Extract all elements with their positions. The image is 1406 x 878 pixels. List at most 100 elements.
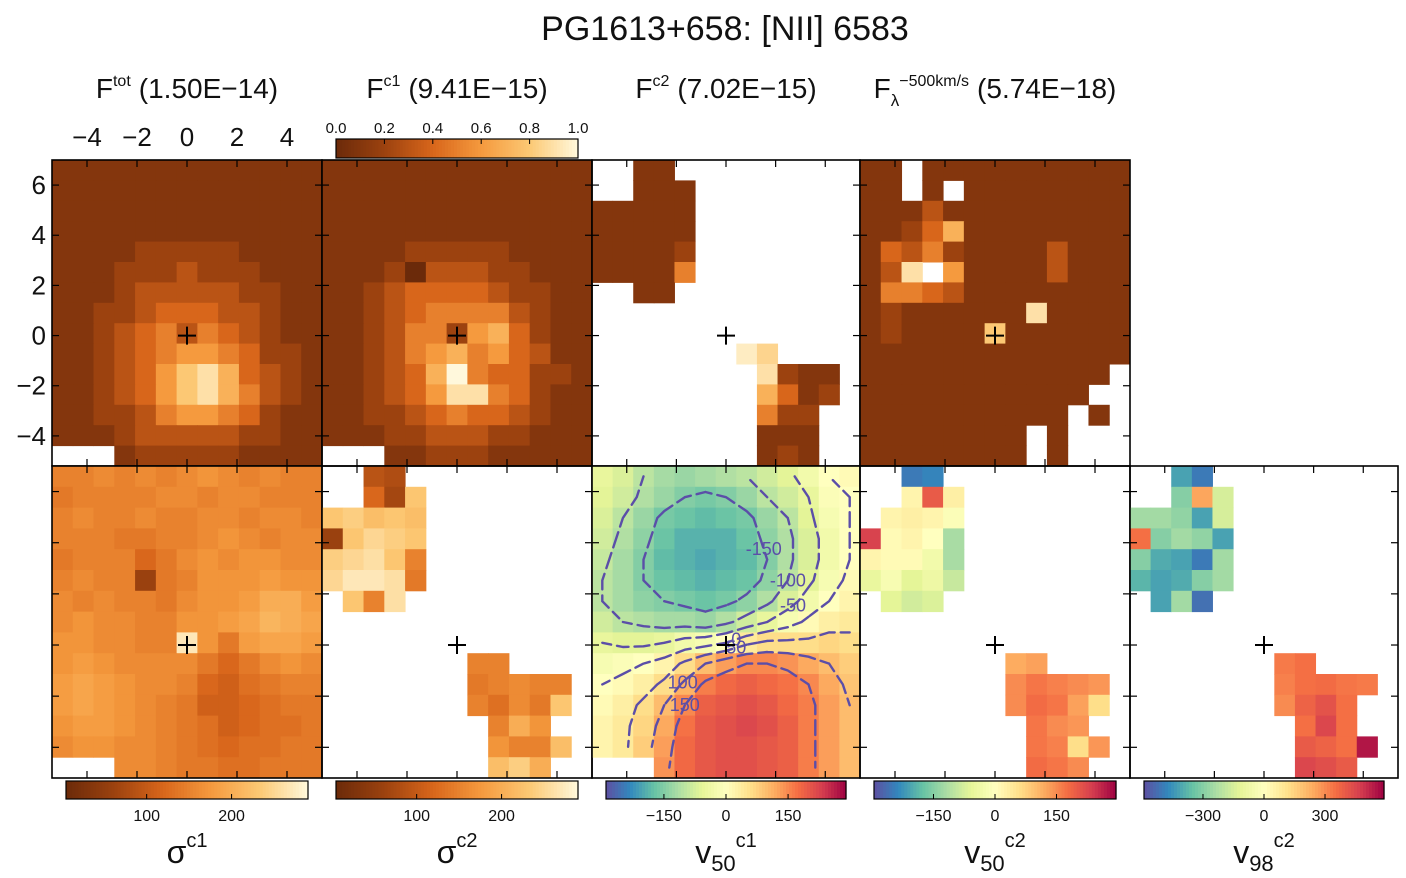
map-pixel (736, 590, 758, 613)
colorbar-slice (750, 781, 754, 799)
map-pixel (197, 570, 219, 592)
map-pixel (72, 200, 95, 222)
map-pixel (488, 757, 510, 779)
map-pixel (135, 221, 157, 243)
map-pixel (135, 404, 157, 426)
map-pixel (715, 570, 737, 592)
map-pixel (301, 736, 323, 758)
colorbar-slice (1192, 781, 1196, 799)
colorbar-slice (535, 139, 540, 158)
map-pixel (798, 736, 820, 758)
map-pixel (653, 221, 675, 243)
map-pixel (901, 570, 923, 592)
map-pixel (488, 241, 510, 263)
map-pixel (839, 757, 861, 779)
colorbar-slice (1288, 781, 1292, 799)
map-pixel (880, 549, 903, 571)
map-pixel (384, 221, 406, 243)
map-pixel (922, 282, 944, 304)
map-pixel (176, 343, 198, 365)
map-pixel (529, 445, 551, 467)
map-pixel (363, 590, 385, 613)
colorbar-slice (1327, 781, 1331, 799)
map-pixel (674, 549, 696, 571)
map-pixel (1315, 736, 1337, 758)
colorbar-slice (363, 781, 367, 799)
map-pixel (1005, 674, 1027, 696)
map-pixel (550, 736, 572, 758)
map-pixel (218, 486, 240, 509)
colorbar-slice (520, 139, 525, 158)
map-pixel (1005, 364, 1027, 385)
colorbar-slice (505, 781, 510, 799)
colorbar-slice (502, 139, 506, 158)
map-pixel (342, 549, 365, 571)
map-pixel (736, 674, 758, 696)
colorbar-tick-label: 150 (775, 808, 802, 825)
map-pixel (467, 262, 489, 283)
map-pixel (653, 466, 675, 488)
map-pixel (1088, 221, 1110, 243)
colorbar-slice (292, 781, 297, 799)
map-pixel (72, 160, 95, 181)
map-pixel (259, 302, 281, 324)
colorbar-slice (1082, 781, 1087, 799)
colorbar-slice (657, 781, 661, 799)
map-pixel (342, 302, 365, 324)
map-pixel (135, 343, 157, 365)
colorbar-slice (1222, 781, 1226, 799)
map-pixel (695, 486, 717, 509)
map-pixel (197, 364, 219, 385)
map-pixel (218, 653, 240, 675)
map-pixel (488, 364, 510, 385)
map-pixel (777, 384, 799, 406)
map-pixel (880, 160, 903, 181)
colorbar-slice (1315, 781, 1319, 799)
map-pixel (550, 343, 572, 365)
colorbar-slice (199, 781, 203, 799)
map-pixel (218, 343, 240, 365)
map-pixel (218, 757, 240, 779)
map-pixel (155, 343, 178, 365)
colorbar-slice (523, 781, 528, 799)
map-pixel (922, 445, 944, 467)
map-pixel (72, 632, 95, 654)
colorbar-slice (168, 781, 173, 799)
map-pixel (901, 323, 923, 345)
map-pixel (633, 715, 655, 737)
map-pixel (467, 323, 489, 345)
colorbar-slice (556, 139, 561, 158)
colorbar-slice (289, 781, 294, 799)
colorbar-slice (1162, 781, 1166, 799)
colorbar-slice (390, 781, 395, 799)
map-pixel (93, 653, 115, 675)
colorbar-slice (1004, 781, 1008, 799)
colorbar-slice (1144, 781, 1148, 799)
map-pixel (1109, 180, 1131, 202)
colorbar-slice (995, 781, 999, 799)
map-pixel (176, 364, 198, 385)
map-pixel (571, 282, 593, 304)
map-pixel (342, 404, 365, 426)
map-pixel (280, 757, 302, 779)
map-pixel (1067, 302, 1089, 324)
map-pixel (653, 180, 675, 202)
colorbar-slice (478, 781, 482, 799)
map-pixel (1294, 715, 1317, 737)
colorbar-slice (253, 781, 258, 799)
map-pixel (1212, 486, 1234, 509)
map-pixel (301, 632, 323, 654)
colorbar-slice (556, 781, 561, 799)
map-pixel (301, 262, 323, 283)
map-pixel (1356, 674, 1378, 696)
map-pixel (301, 221, 323, 243)
map-pixel (1294, 674, 1317, 696)
map-pixel (176, 221, 198, 243)
map-pixel (238, 549, 261, 571)
colorbar-slice (247, 781, 252, 799)
map-pixel (695, 736, 717, 758)
map-pixel (342, 425, 365, 447)
colorbar-slice (478, 139, 482, 158)
colorbar-slice (705, 781, 709, 799)
colorbar-slice (256, 781, 261, 799)
